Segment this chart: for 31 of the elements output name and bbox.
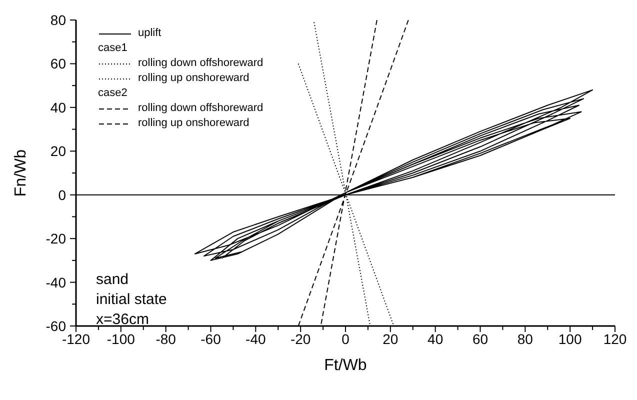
y-tick-label: -60 [46,318,66,334]
x-tick-label: 0 [342,331,350,347]
x-tick-label: -20 [290,331,311,347]
annotation: case2 [98,86,128,101]
y-tick-label: 40 [50,99,66,116]
y-axis-title: Fn/Wb [12,149,30,197]
y-tick-label: 80 [50,12,66,28]
legend-label: rolling down offshoreward [138,101,264,116]
annotation: case1 [98,41,128,56]
x-tick-label: 60 [472,331,488,347]
legend-label: rolling up onshoreward [138,116,250,131]
x-tick-label: -100 [106,331,136,347]
x-tick-label: 20 [382,331,398,347]
x-tick-label: 100 [558,331,582,347]
legend-label: rolling down offshoreward [138,56,264,71]
y-tick-label: 0 [58,186,66,203]
legend-label: rolling up onshoreward [138,71,250,86]
x-axis-title: Ft/Wb [324,357,367,374]
y-tick-label: 60 [50,56,66,72]
y-tick-label: 20 [50,143,66,160]
x-tick-label: -80 [156,331,176,347]
y-tick-label: -40 [46,274,66,290]
x-tick-label: -120 [62,331,90,347]
x-tick-label: 120 [603,331,627,347]
annotation: sand initial state x=36cm [96,270,167,330]
y-tick-label: -20 [46,230,66,247]
legend-label: uplift [138,26,162,41]
x-tick-label: -60 [200,331,222,347]
x-tick-label: -40 [246,331,266,347]
x-tick-label: 80 [517,331,534,347]
x-tick-label: 40 [428,331,444,347]
